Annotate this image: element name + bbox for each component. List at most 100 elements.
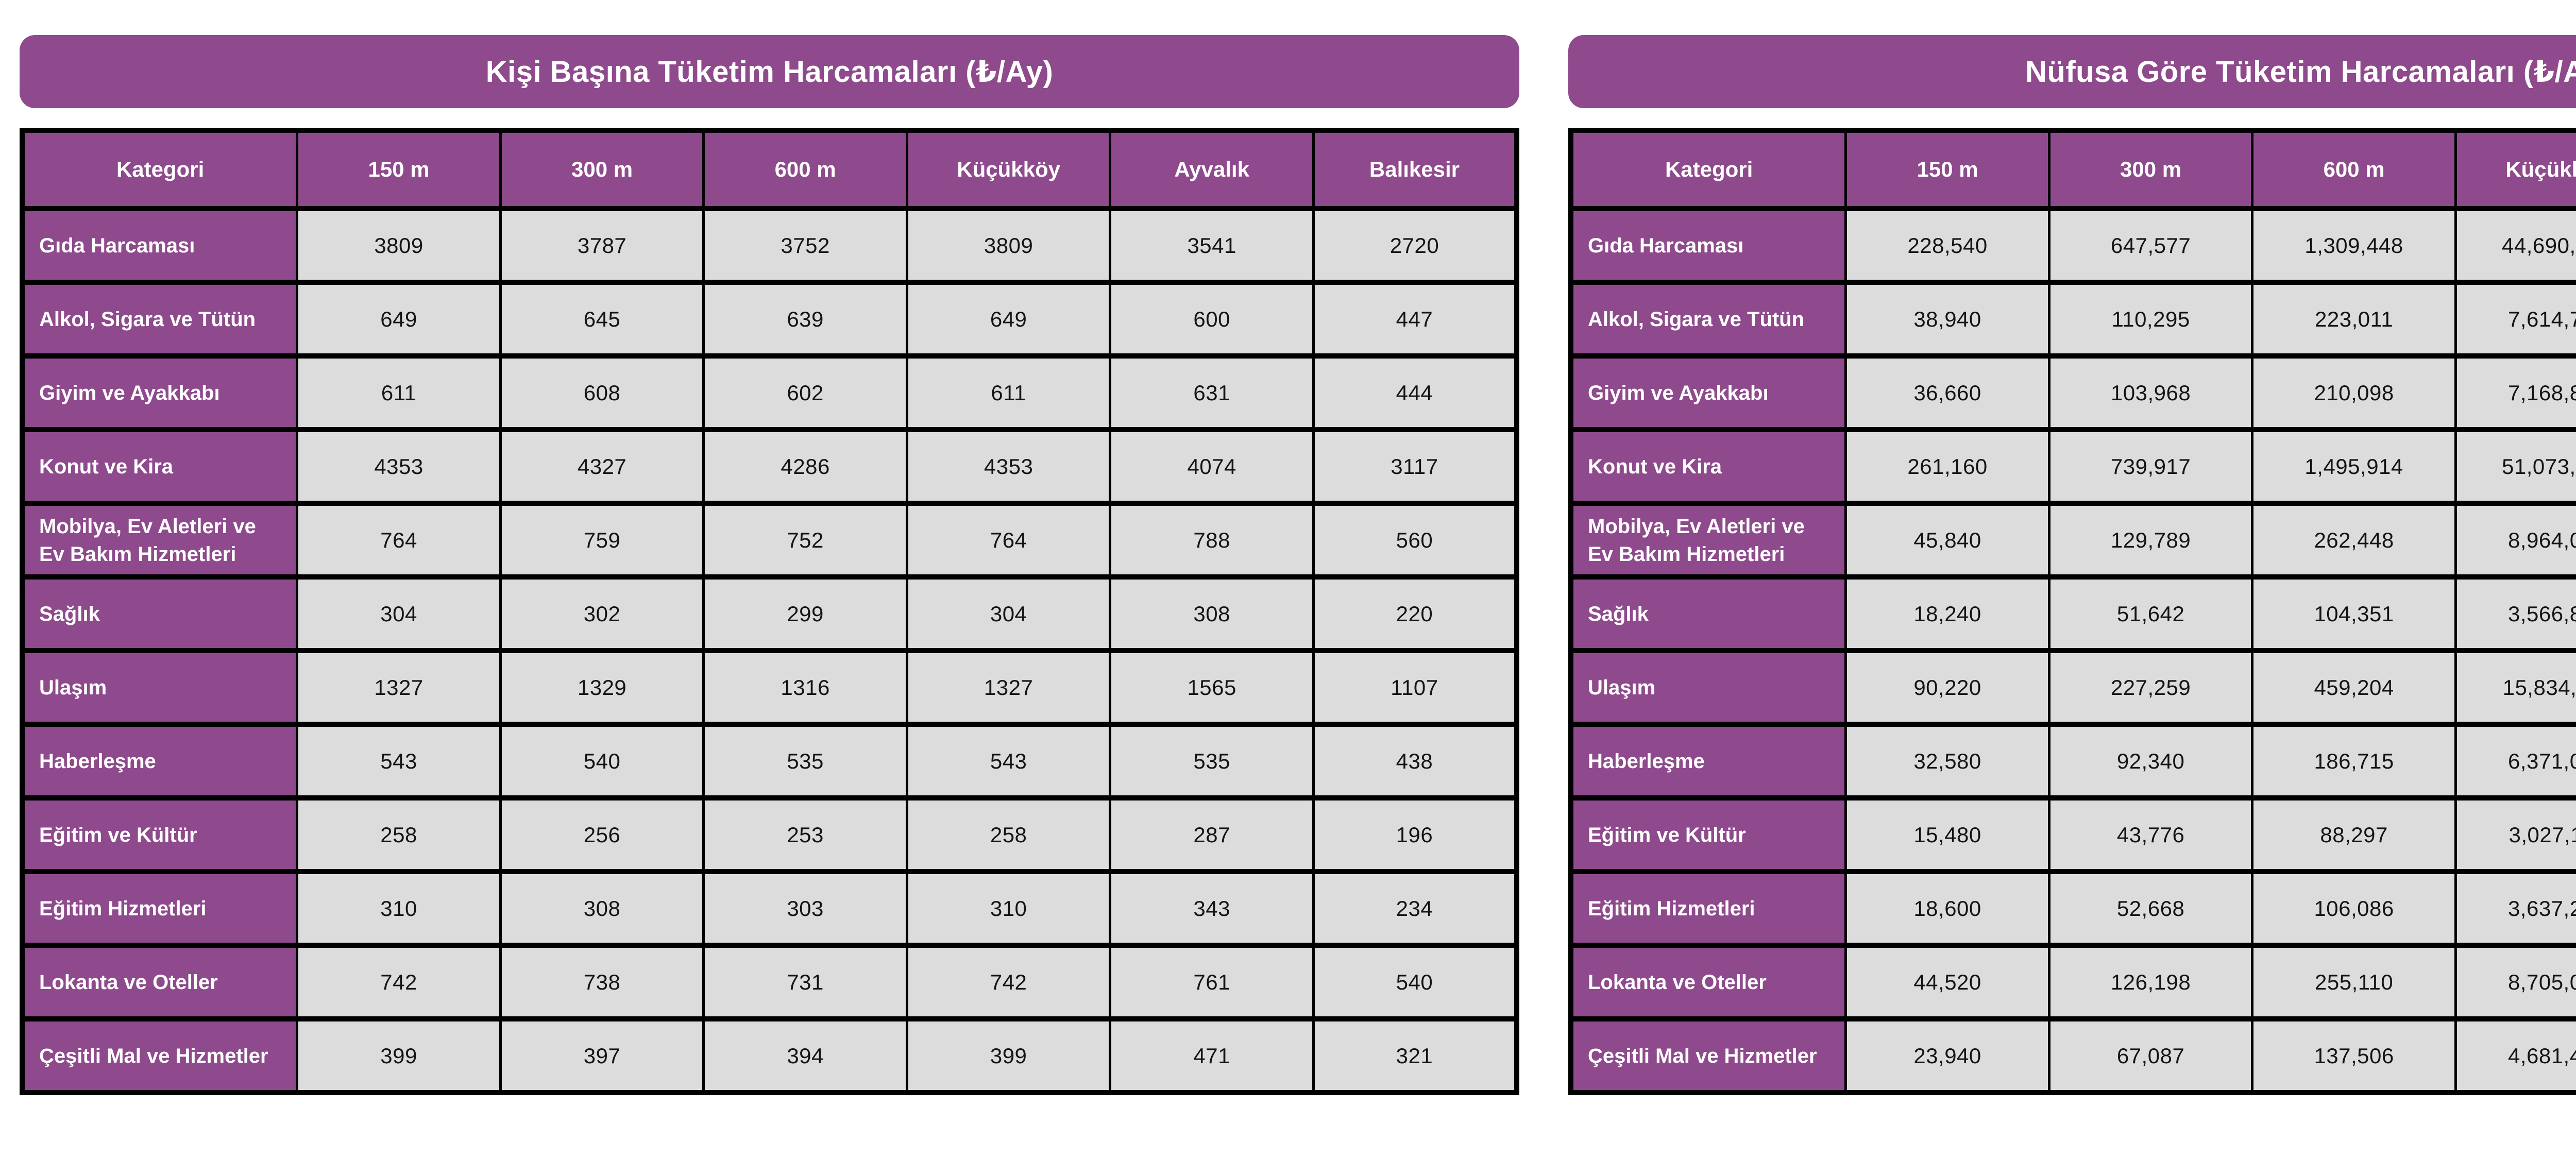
value-cell: 731 <box>702 943 908 1021</box>
value-cell: 44,520 <box>1844 943 2050 1021</box>
value-cell: 3787 <box>499 206 705 285</box>
value-cell: 223,011 <box>2251 280 2457 359</box>
value-cell: 304 <box>296 574 502 653</box>
value-cell: 228,540 <box>1844 206 2050 285</box>
table-row: Gıda Harcaması 3809 3787 3752 3809 3541 2720 <box>21 206 1518 285</box>
value-cell: 18,240 <box>1844 574 2050 653</box>
value-cell: 399 <box>905 1016 1112 1095</box>
title-bar-per-capita: Kişi Başına Tüketim Harcamaları (₺/Ay) <box>20 35 1519 108</box>
column-header-category: Kategori <box>1569 128 1848 211</box>
value-cell: 1107 <box>1312 648 1518 727</box>
value-cell: 3,566,832 <box>2454 574 2576 653</box>
value-cell: 447 <box>1312 280 1518 359</box>
value-cell: 262,448 <box>2251 501 2457 580</box>
value-cell: 321 <box>1312 1016 1518 1095</box>
value-cell: 234 <box>1312 869 1518 948</box>
value-cell: 92,340 <box>2047 722 2254 801</box>
value-cell: 540 <box>1312 943 1518 1021</box>
column-header: Ayvalık <box>1109 128 1315 211</box>
panel-by-population: Nüfusa Göre Tüketim Harcamaları (₺/Ay) K… <box>1568 35 2576 1158</box>
value-cell: 51,073,749 <box>2454 427 2576 506</box>
column-header: Balıkesir <box>1312 128 1518 211</box>
table-row: Alkol, Sigara ve Tütün 38,940 110,295 223,0… <box>1569 280 2576 359</box>
value-cell: 261,160 <box>1844 427 2050 506</box>
value-cell: 2720 <box>1312 206 1518 285</box>
category-cell: Alkol, Sigara ve Tütün <box>1569 280 1848 359</box>
value-cell: 647,577 <box>2047 206 2254 285</box>
value-cell: 45,840 <box>1844 501 2050 580</box>
value-cell: 186,715 <box>2251 722 2457 801</box>
value-cell: 302 <box>499 574 705 653</box>
value-cell: 7,614,717 <box>2454 280 2576 359</box>
table-row: Alkol, Sigara ve Tütün 649 645 639 649 600 447 <box>21 280 1518 359</box>
value-cell: 535 <box>702 722 908 801</box>
value-cell: 752 <box>702 501 908 580</box>
column-header-category: Kategori <box>21 128 299 211</box>
value-cell: 608 <box>499 353 705 432</box>
value-cell: 611 <box>905 353 1112 432</box>
category-cell: Giyim ve Ayakkabı <box>1569 353 1848 432</box>
value-cell: 3752 <box>702 206 908 285</box>
category-cell: Mobilya, Ev Aletleri ve Ev Bakım Hizmetl… <box>21 501 299 580</box>
table-title-per-capita: Kişi Başına Tüketim Harcamaları (₺/Ay) <box>485 55 1054 89</box>
table-row: Lokanta ve Oteller 742 738 731 742 761 540 <box>21 943 1518 1021</box>
value-cell: 764 <box>905 501 1112 580</box>
table-row: Konut ve Kira 261,160 739,917 1,495,914 51,0… <box>1569 427 2576 506</box>
value-cell: 600 <box>1109 280 1315 359</box>
value-cell: 4,681,467 <box>2454 1016 2576 1095</box>
table-row: Haberleşme 543 540 535 543 535 438 <box>21 722 1518 801</box>
category-cell: Eğitim Hizmetleri <box>21 869 299 948</box>
value-cell: 543 <box>296 722 502 801</box>
value-cell: 210,098 <box>2251 353 2457 432</box>
category-cell: Sağlık <box>21 574 299 653</box>
value-cell: 444 <box>1312 353 1518 432</box>
value-cell: 1327 <box>296 648 502 727</box>
value-cell: 459,204 <box>2251 648 2457 727</box>
value-cell: 1565 <box>1109 648 1315 727</box>
value-cell: 4353 <box>296 427 502 506</box>
category-cell: Haberleşme <box>21 722 299 801</box>
value-cell: 543 <box>905 722 1112 801</box>
category-cell: Çeşitli Mal ve Hizmetler <box>1569 1016 1848 1095</box>
value-cell: 308 <box>499 869 705 948</box>
value-cell: 4286 <box>702 427 908 506</box>
value-cell: 3,027,114 <box>2454 795 2576 874</box>
category-cell: Giyim ve Ayakkabı <box>21 353 299 432</box>
value-cell: 3,637,230 <box>2454 869 2576 948</box>
value-cell: 38,940 <box>1844 280 2050 359</box>
value-cell: 23,940 <box>1844 1016 2050 1095</box>
value-cell: 103,968 <box>2047 353 2254 432</box>
category-cell: Ulaşım <box>21 648 299 727</box>
value-cell: 220 <box>1312 574 1518 653</box>
value-cell: 742 <box>296 943 502 1021</box>
panel-per-capita: Kişi Başına Tüketim Harcamaları (₺/Ay) K… <box>20 35 1519 1158</box>
category-cell: Lokanta ve Oteller <box>1569 943 1848 1021</box>
category-cell: Eğitim ve Kültür <box>21 795 299 874</box>
value-cell: 258 <box>296 795 502 874</box>
value-cell: 649 <box>905 280 1112 359</box>
value-cell: 761 <box>1109 943 1315 1021</box>
value-cell: 759 <box>499 501 705 580</box>
value-cell: 399 <box>296 1016 502 1095</box>
column-header: 600 m <box>2251 128 2457 211</box>
value-cell: 126,198 <box>2047 943 2254 1021</box>
category-cell: Gıda Harcaması <box>21 206 299 285</box>
value-cell: 1327 <box>905 648 1112 727</box>
value-cell: 397 <box>499 1016 705 1095</box>
value-cell: 15,834,711 <box>2454 648 2576 727</box>
category-cell: Alkol, Sigara ve Tütün <box>21 280 299 359</box>
column-header: Küçükköy <box>905 128 1112 211</box>
value-cell: 4074 <box>1109 427 1315 506</box>
category-cell: Mobilya, Ev Aletleri ve Ev Bakım Hizmetl… <box>1569 501 1848 580</box>
value-cell: 645 <box>499 280 705 359</box>
value-cell: 438 <box>1312 722 1518 801</box>
value-cell: 299 <box>702 574 908 653</box>
value-cell: 649 <box>296 280 502 359</box>
value-cell: 602 <box>702 353 908 432</box>
value-cell: 36,660 <box>1844 353 2050 432</box>
category-cell: Eğitim Hizmetleri <box>1569 869 1848 948</box>
table-row: Eğitim ve Kültür 15,480 43,776 88,297 3,027,… <box>1569 795 2576 874</box>
